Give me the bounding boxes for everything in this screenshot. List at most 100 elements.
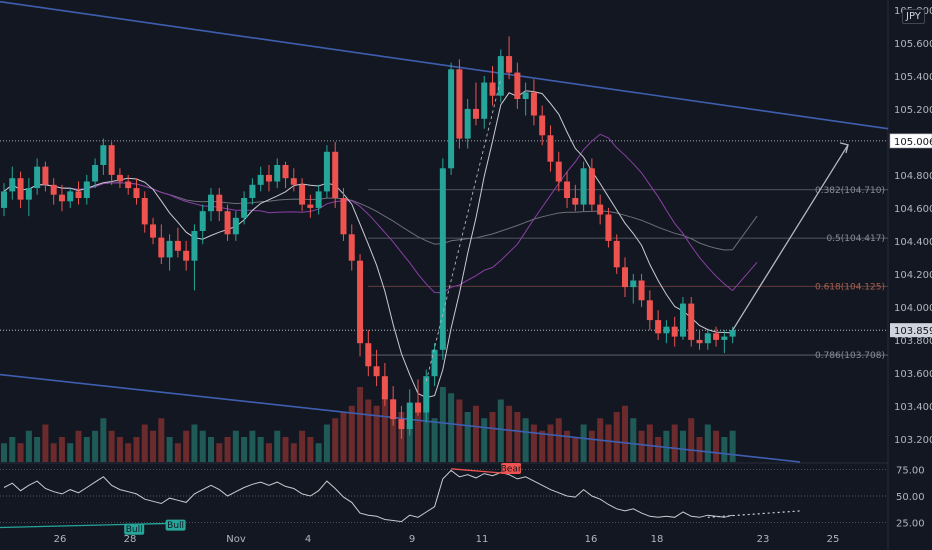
bear-tag-bg [501,463,522,474]
trend-guide-line [425,79,502,382]
candle-body [539,115,546,136]
volume-bar [9,437,16,462]
candle-body [34,166,41,189]
price-tick-label: 103.400 [894,402,932,413]
candle-body [216,194,223,212]
volume-bar [357,387,364,462]
candle-body [191,231,198,261]
candle-body [572,198,579,205]
candle-body [208,194,214,212]
bull-tag: Bull [167,521,184,531]
volume-bar [108,430,115,462]
candle-body [588,168,595,205]
candle-body [390,399,397,420]
candle-body [704,333,711,344]
current-price-badge [890,323,932,338]
volume-bar [282,437,289,462]
x-tick-label: 9 [409,534,415,545]
x-tick-label: Nov [226,534,246,545]
projection-arrowhead [839,142,849,154]
candle-body [713,333,720,340]
volume-bar [497,399,504,462]
bull-tag-bg [165,519,186,531]
candle-body [133,188,140,198]
candle-body [489,82,496,96]
volume-bar [456,399,463,462]
volume-bar [406,424,413,462]
x-tick-label: 28 [124,534,137,545]
bear-tag: Bear [501,465,522,475]
x-tick-label: 23 [757,534,770,545]
candle-body [100,145,107,165]
bull-tag-partial-bg [124,523,145,535]
volume-bar [92,430,99,462]
candle-body [50,184,57,195]
bear-divergence-line [451,468,510,475]
volume-bar [50,443,57,462]
target-price-label: 105.006 [894,137,932,148]
volume-bar [522,418,529,462]
volume-bar [373,405,380,462]
channel-upper-line [0,0,889,130]
volume-bar [42,424,49,462]
candle-body [688,303,695,340]
volume-bar [150,430,157,462]
volume-bar [530,424,537,462]
candle-body [530,92,537,116]
candle-body [448,69,455,169]
candle-body [580,168,587,205]
volume-bar [199,430,206,462]
candle-body [348,234,355,261]
volume-bar [158,418,165,462]
price-tick-label: 104.000 [894,303,932,314]
volume-bar [232,430,239,462]
candle-body [1,191,7,208]
price-tick-label: 103.600 [894,369,932,380]
volume-bar [299,430,306,462]
x-tick-label: 26 [54,534,67,545]
candle-body [299,184,306,205]
bull-tag-partial: Bull [126,525,143,535]
candle-body [67,191,74,202]
volume-bar [704,424,711,462]
rsi-projection-line [707,510,801,518]
fib-label: 0.382(104.710) [815,186,885,196]
volume-bar [241,437,248,462]
candle-body [75,191,82,198]
candle-body [290,178,297,185]
volume-bar [274,430,281,462]
candle-body [373,366,380,377]
candle-body [456,69,463,139]
candle-body [224,211,231,235]
volume-bar [481,418,488,462]
volume-bar [208,437,214,462]
candle-body [323,151,330,192]
candle-body [141,198,148,225]
candle-body [506,56,513,73]
fib-label: 0.5(104.417) [826,234,885,244]
candle-body [381,376,388,400]
volume-bar [655,437,662,462]
candle-body [630,280,637,288]
projection-arrow-line [732,144,849,331]
candle-body [547,135,554,162]
volume-bar [290,443,297,462]
volume-bar [340,412,347,462]
price-tick-label: 105.400 [894,72,932,83]
candle-body [439,168,446,350]
volume-bar [439,387,446,462]
candle-body [597,204,604,215]
volume-bar [17,443,24,462]
volume-bar [580,424,587,462]
volume-bar [257,437,264,462]
candle-body [605,214,612,241]
candle-body [671,326,678,337]
candle-body [83,181,90,198]
candle-body [555,161,562,182]
candle-body [638,280,645,301]
volume-bar [75,430,82,462]
candle-body [622,267,628,288]
volume-bar [381,393,388,462]
